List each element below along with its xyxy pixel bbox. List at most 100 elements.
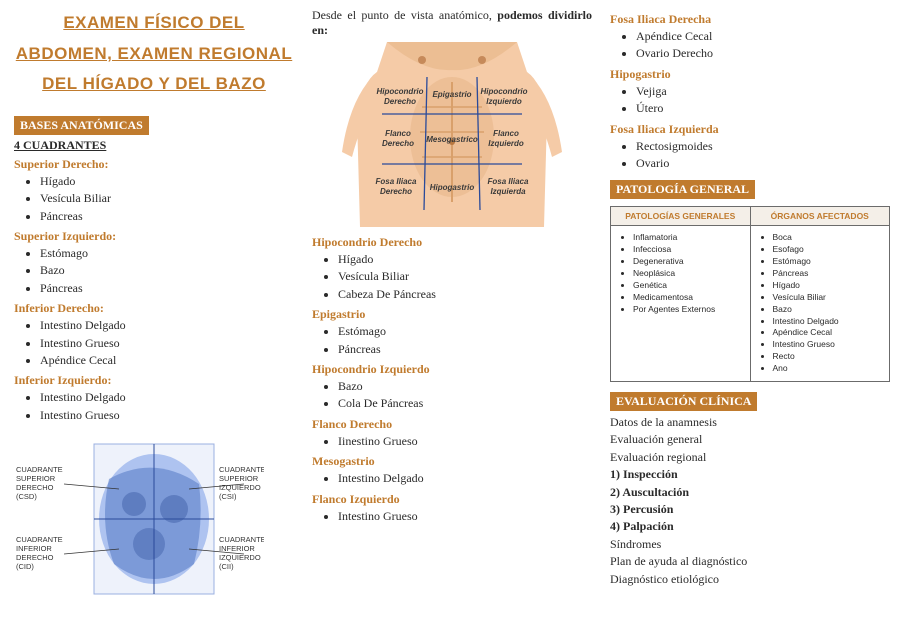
svg-text:Izquierda: Izquierda — [490, 187, 526, 196]
list-item: Intestino Delgado — [773, 316, 886, 328]
svg-text:Epigastrio: Epigastrio — [432, 90, 471, 99]
list-item: Páncreas — [40, 208, 294, 225]
list-item: Rectosigmoides — [636, 138, 890, 155]
list-item: Boca — [773, 232, 886, 244]
list-item: Estómago — [40, 245, 294, 262]
svg-text:INFERIOR: INFERIOR — [219, 544, 255, 553]
table-col-organs: BocaEsofagoEstómagoPáncreasHígadoVesícul… — [751, 226, 890, 381]
region-item-list: VejigaÚtero — [610, 83, 890, 118]
svg-text:INFERIOR: INFERIOR — [16, 544, 52, 553]
region-item-list: EstómagoPáncreas — [312, 323, 592, 358]
svg-text:SUPERIOR: SUPERIOR — [219, 474, 259, 483]
list-item: Vesícula Biliar — [338, 268, 592, 285]
list-item: Ovario Derecho — [636, 45, 890, 62]
section-patologia: PATOLOGÍA GENERAL — [610, 180, 755, 199]
list-item: Ovario — [636, 155, 890, 172]
svg-text:Flanco: Flanco — [493, 129, 519, 138]
region-heading: Flanco Derecho — [312, 417, 592, 432]
region-item-list: HígadoVesícula BiliarPáncreas — [14, 173, 294, 225]
region-item-list: EstómagoBazoPáncreas — [14, 245, 294, 297]
region-heading: Superior Izquierdo: — [14, 229, 294, 244]
list-item: Ano — [773, 363, 886, 375]
list-item: Bazo — [338, 378, 592, 395]
list-item: Neoplásica — [633, 268, 746, 280]
list-item: Intestino Delgado — [338, 470, 592, 487]
eval-line: 2) Auscultación — [610, 484, 890, 501]
list-item: Intestino Delgado — [40, 317, 294, 334]
svg-text:(CSI): (CSI) — [219, 492, 237, 501]
column-left: EXAMEN FÍSICO DEL ABDOMEN, EXAMEN REGION… — [14, 8, 294, 632]
region-heading: Epigastrio — [312, 307, 592, 322]
list-item: Intestino Grueso — [40, 335, 294, 352]
region-heading: Flanco Izquierdo — [312, 492, 592, 507]
svg-text:DERECHO: DERECHO — [16, 483, 54, 492]
eval-line: Plan de ayuda al diagnóstico — [610, 553, 890, 570]
region-heading: Hipocondrio Derecho — [312, 235, 592, 250]
section-evaluacion: EVALUACIÓN CLÍNICA — [610, 392, 757, 411]
svg-text:Mesogastrico: Mesogastrico — [426, 135, 478, 144]
eval-line: Síndromes — [610, 536, 890, 553]
intro-text: Desde el punto de vista anatómico, podem… — [312, 8, 592, 38]
region-item-list: RectosigmoidesOvario — [610, 138, 890, 173]
eval-line: 3) Percusión — [610, 501, 890, 518]
region-item-list: BazoCola De Páncreas — [312, 378, 592, 413]
eval-line: Diagnóstico etiológico — [610, 571, 890, 588]
svg-text:Hipocondrio: Hipocondrio — [480, 87, 527, 96]
svg-text:DERECHO: DERECHO — [16, 553, 54, 562]
eval-line: 1) Inspección — [610, 466, 890, 483]
region-item-list: Intestino DelgadoIntestino GruesoApéndic… — [14, 317, 294, 369]
eval-line: Datos de la anamnesis — [610, 414, 890, 431]
list-item: Cabeza De Páncreas — [338, 286, 592, 303]
svg-text:Hipogastrio: Hipogastrio — [430, 183, 475, 192]
subheading-cuadrantes: 4 CUADRANTES — [14, 138, 294, 153]
svg-text:Hipocondrio: Hipocondrio — [376, 87, 423, 96]
list-item: Intestino Delgado — [40, 389, 294, 406]
list-item: Recto — [773, 351, 886, 363]
region-heading: Hipocondrio Izquierdo — [312, 362, 592, 377]
list-item: Estómago — [338, 323, 592, 340]
svg-text:Derecho: Derecho — [384, 97, 416, 106]
svg-text:(CID): (CID) — [16, 562, 34, 571]
region-heading: Mesogastrio — [312, 454, 592, 469]
list-item: Por Agentes Externos — [633, 304, 746, 316]
svg-text:IZQUIERDO: IZQUIERDO — [219, 553, 261, 562]
list-item: Iinestino Grueso — [338, 433, 592, 450]
region-heading: Inferior Derecho: — [14, 301, 294, 316]
eval-line: Evaluación general — [610, 431, 890, 448]
list-item: Inflamatoria — [633, 232, 746, 244]
svg-text:CUADRANTE: CUADRANTE — [16, 465, 63, 474]
svg-text:Izquierdo: Izquierdo — [486, 97, 522, 106]
svg-text:SUPERIOR: SUPERIOR — [16, 474, 56, 483]
table-header-organs: ÓRGANOS AFECTADOS — [751, 207, 890, 226]
list-item: Bazo — [773, 304, 886, 316]
list-item: Infecciosa — [633, 244, 746, 256]
region-item-list: HígadoVesícula BiliarCabeza De Páncreas — [312, 251, 592, 303]
list-item: Vejiga — [636, 83, 890, 100]
list-item: Vesícula Biliar — [40, 190, 294, 207]
svg-text:CUADRANTE: CUADRANTE — [16, 535, 63, 544]
region-heading: Superior Derecho: — [14, 157, 294, 172]
svg-text:Derecho: Derecho — [380, 187, 412, 196]
eval-line: Evaluación regional — [610, 449, 890, 466]
svg-text:CUADRANTE: CUADRANTE — [219, 535, 264, 544]
list-item: Apéndice Cecal — [773, 327, 886, 339]
list-item: Páncreas — [338, 341, 592, 358]
list-item: Útero — [636, 100, 890, 117]
svg-text:(CSD): (CSD) — [16, 492, 37, 501]
svg-text:Flanco: Flanco — [385, 129, 411, 138]
region-heading: Inferior Izquierdo: — [14, 373, 294, 388]
svg-text:Fosa Iliaca: Fosa Iliaca — [488, 177, 529, 186]
svg-text:Derecho: Derecho — [382, 139, 414, 148]
list-item: Páncreas — [773, 268, 886, 280]
list-item: Esofago — [773, 244, 886, 256]
list-item: Medicamentosa — [633, 292, 746, 304]
region-heading: Fosa Iliaca Izquierda — [610, 122, 890, 137]
list-item: Intestino Grueso — [338, 508, 592, 525]
list-item: Apéndice Cecal — [636, 28, 890, 45]
list-item: Hígado — [40, 173, 294, 190]
list-item: Bazo — [40, 262, 294, 279]
region-heading: Hipogastrio — [610, 67, 890, 82]
pathology-table: PATOLOGÍAS GENERALES ÓRGANOS AFECTADOS I… — [610, 206, 890, 382]
region-item-list: Intestino DelgadoIntestino Grueso — [14, 389, 294, 424]
svg-text:(CII): (CII) — [219, 562, 234, 571]
